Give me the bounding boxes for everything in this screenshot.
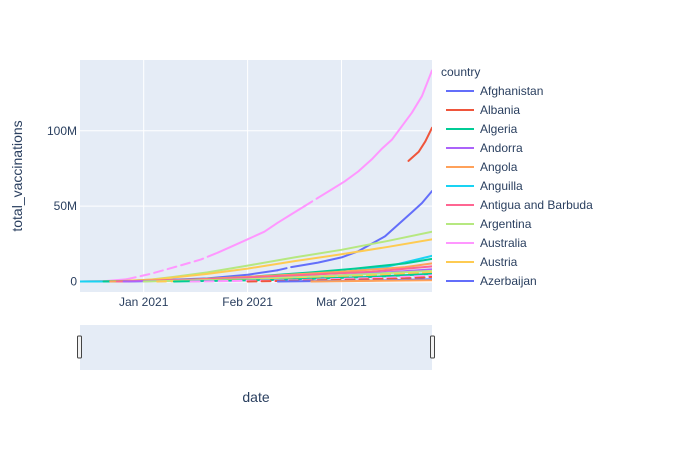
legend-item-label[interactable]: Andorra <box>480 141 523 155</box>
legend-item-label[interactable]: Afghanistan <box>480 84 543 98</box>
series-line <box>189 274 432 283</box>
legend-item-label[interactable]: Antigua and Barbuda <box>480 198 593 212</box>
legend-item-label[interactable]: Austria <box>480 255 518 269</box>
series-line <box>290 190 432 269</box>
series-line <box>407 126 432 162</box>
y-tick-label: 50M <box>54 199 77 213</box>
legend-title: country <box>441 65 480 79</box>
legend-item-label[interactable]: Argentina <box>480 217 532 231</box>
x-tick-labels: Jan 2021 Feb 2021 Mar 2021 <box>119 295 367 309</box>
series-line <box>125 251 219 281</box>
x-axis-title: date <box>242 389 269 405</box>
series-line <box>317 69 432 199</box>
series-line <box>303 196 319 208</box>
range-slider-track[interactable] <box>80 325 432 370</box>
legend-item-label[interactable]: Azerbaijan <box>480 274 537 288</box>
x-tick-label: Feb 2021 <box>222 295 273 309</box>
legend-items: Afghanistan Albania Algeria Andorra Angola An… <box>446 84 593 288</box>
plot-background <box>80 60 432 292</box>
legend-item-label[interactable]: Albania <box>480 103 520 117</box>
legend-item-label[interactable]: Angola <box>480 160 518 174</box>
series-line <box>310 279 432 283</box>
y-tick-labels: 0 50M 100M <box>47 124 77 289</box>
legend-item-label[interactable]: Australia <box>480 236 527 250</box>
legend-item-label[interactable]: Algeria <box>480 122 518 136</box>
x-tick-label: Jan 2021 <box>119 295 169 309</box>
series-lines <box>80 69 432 283</box>
y-axis-title: total_vaccinations <box>9 120 25 231</box>
x-tick-label: Mar 2021 <box>316 295 367 309</box>
legend-item-label[interactable]: Anguilla <box>480 179 523 193</box>
range-slider-right-handle[interactable] <box>430 335 435 359</box>
y-tick-label: 100M <box>47 124 77 138</box>
y-tick-label: 0 <box>70 274 77 288</box>
range-slider[interactable] <box>77 325 435 370</box>
series-line <box>276 266 293 272</box>
series-line <box>216 205 306 254</box>
legend: country Afghanistan Albania Algeria Andorra… <box>441 65 593 288</box>
range-slider-left-handle[interactable] <box>77 335 82 359</box>
